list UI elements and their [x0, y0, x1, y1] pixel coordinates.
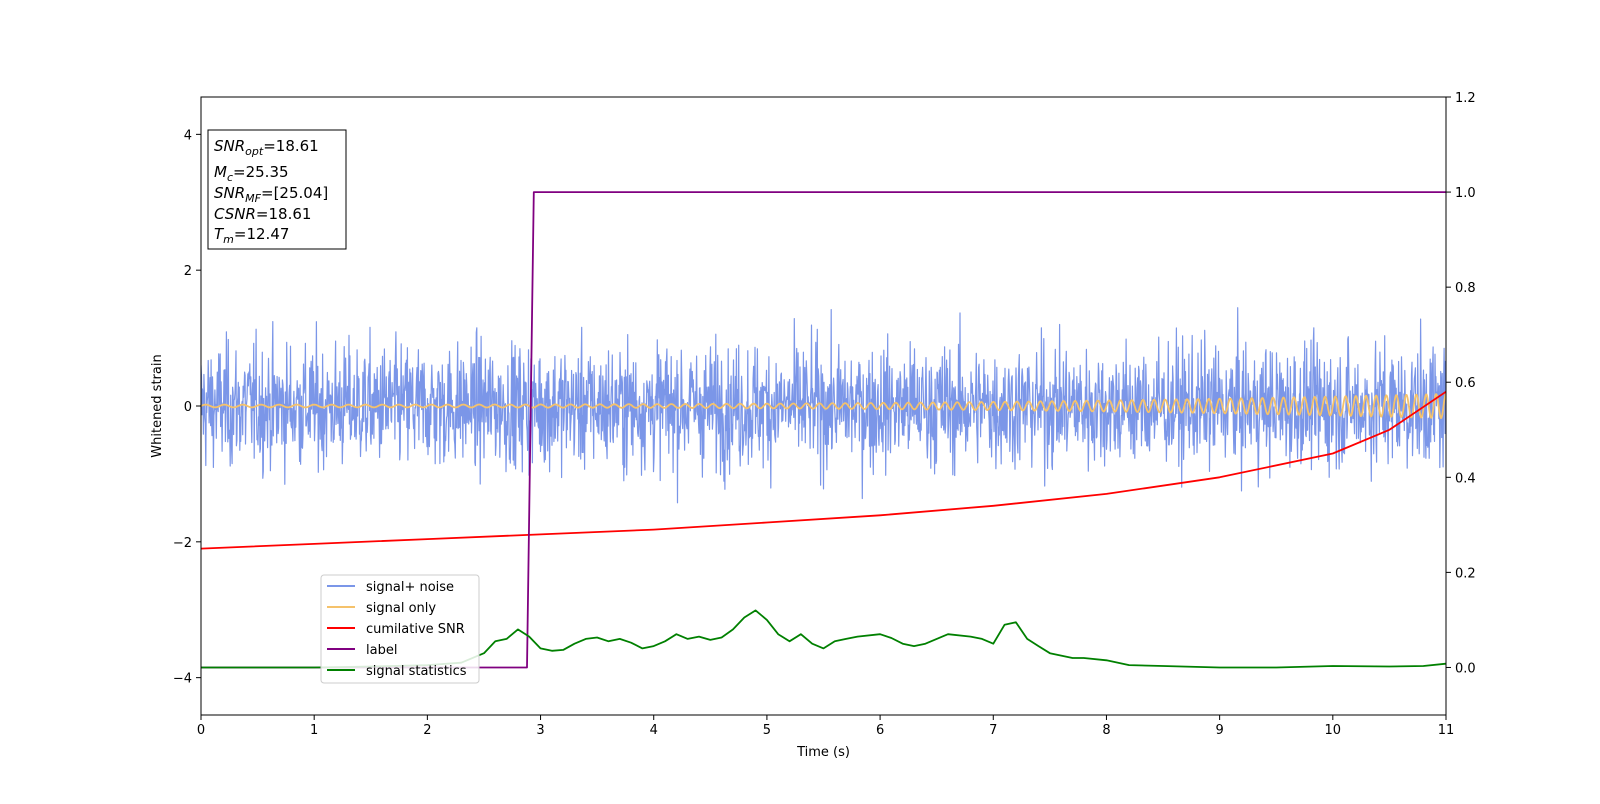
y-tick-label: 0 [184, 400, 192, 415]
legend-label: signal statistics [366, 664, 467, 679]
y-tick-label: −4 [173, 672, 192, 687]
y2-tick-label: 1.2 [1455, 91, 1476, 106]
annotation-symbol: CSNR [214, 205, 256, 223]
legend-label: cumilative SNR [366, 622, 465, 637]
x-tick-label: 11 [1438, 723, 1455, 738]
legend: signal+ noise signal only cumilative SNR la… [320, 574, 480, 684]
annotation-value: =[25.04] [261, 184, 328, 202]
annotation-line: Mc=25.35 [214, 163, 289, 184]
y2-tick-label: 0.8 [1455, 281, 1476, 296]
annotation-subscript: m [223, 233, 234, 246]
annotation-symbol: T [214, 225, 225, 243]
x-axis-label: Time (s) [796, 745, 850, 760]
y2-axis-ticks: 1.2 1.0 0.8 0.6 0.4 0.2 0.0 [1446, 91, 1476, 676]
x-tick-label: 1 [310, 723, 318, 738]
legend-label: signal+ noise [366, 580, 454, 595]
annotation-value: =12.47 [234, 225, 290, 243]
annotation-line: Tm=12.47 [214, 225, 289, 246]
y-axis-label: Whitened strain [150, 354, 165, 457]
annotation-value: =25.35 [233, 163, 289, 181]
annotation-subscript: MF [245, 192, 261, 205]
x-tick-label: 5 [763, 723, 771, 738]
legend-label: signal only [366, 601, 436, 616]
x-tick-label: 6 [876, 723, 884, 738]
series-line [201, 307, 1446, 504]
annotation-value: =18.61 [256, 205, 312, 223]
x-tick-label: 8 [1102, 723, 1110, 738]
annotation-symbol: SNR [214, 137, 245, 155]
series-line [201, 393, 1446, 419]
y2-tick-label: 0.2 [1455, 566, 1476, 581]
y2-tick-label: 0.0 [1455, 661, 1476, 676]
y-axis-ticks: 4 2 0 −2 −4 [173, 128, 201, 687]
annotation-value: =18.61 [263, 137, 319, 155]
x-tick-label: 3 [536, 723, 544, 738]
y2-tick-label: 1.0 [1455, 186, 1476, 201]
annotation-subscript: c [227, 171, 233, 184]
x-tick-label: 7 [989, 723, 997, 738]
annotation-symbol: M [214, 163, 227, 181]
x-axis-ticks: 0 1 2 3 4 5 6 7 8 9 10 11 [197, 715, 1454, 738]
x-tick-label: 9 [1215, 723, 1223, 738]
annotation-line: SNRMF=[25.04] [214, 184, 328, 205]
y2-tick-label: 0.6 [1455, 376, 1476, 391]
y-tick-label: 4 [184, 128, 192, 143]
series-line [201, 609, 1446, 669]
annotation-line: CSNR=18.61 [214, 205, 311, 223]
x-tick-label: 10 [1325, 723, 1342, 738]
x-tick-label: 2 [423, 723, 431, 738]
x-tick-label: 0 [197, 723, 205, 738]
annotation-symbol: SNR [214, 184, 245, 202]
y-tick-label: 2 [184, 264, 192, 279]
annotation-line: SNRopt=18.61 [214, 137, 319, 158]
legend-label: label [366, 643, 397, 658]
y2-tick-label: 0.4 [1455, 471, 1476, 486]
series-line [201, 390, 1446, 550]
stats-annotation-box: SNRopt=18.61Mc=25.35SNRMF=[25.04]CSNR=18… [207, 129, 347, 250]
x-tick-label: 4 [650, 723, 658, 738]
annotation-subscript: opt [245, 145, 264, 158]
y-tick-label: −2 [173, 536, 192, 551]
